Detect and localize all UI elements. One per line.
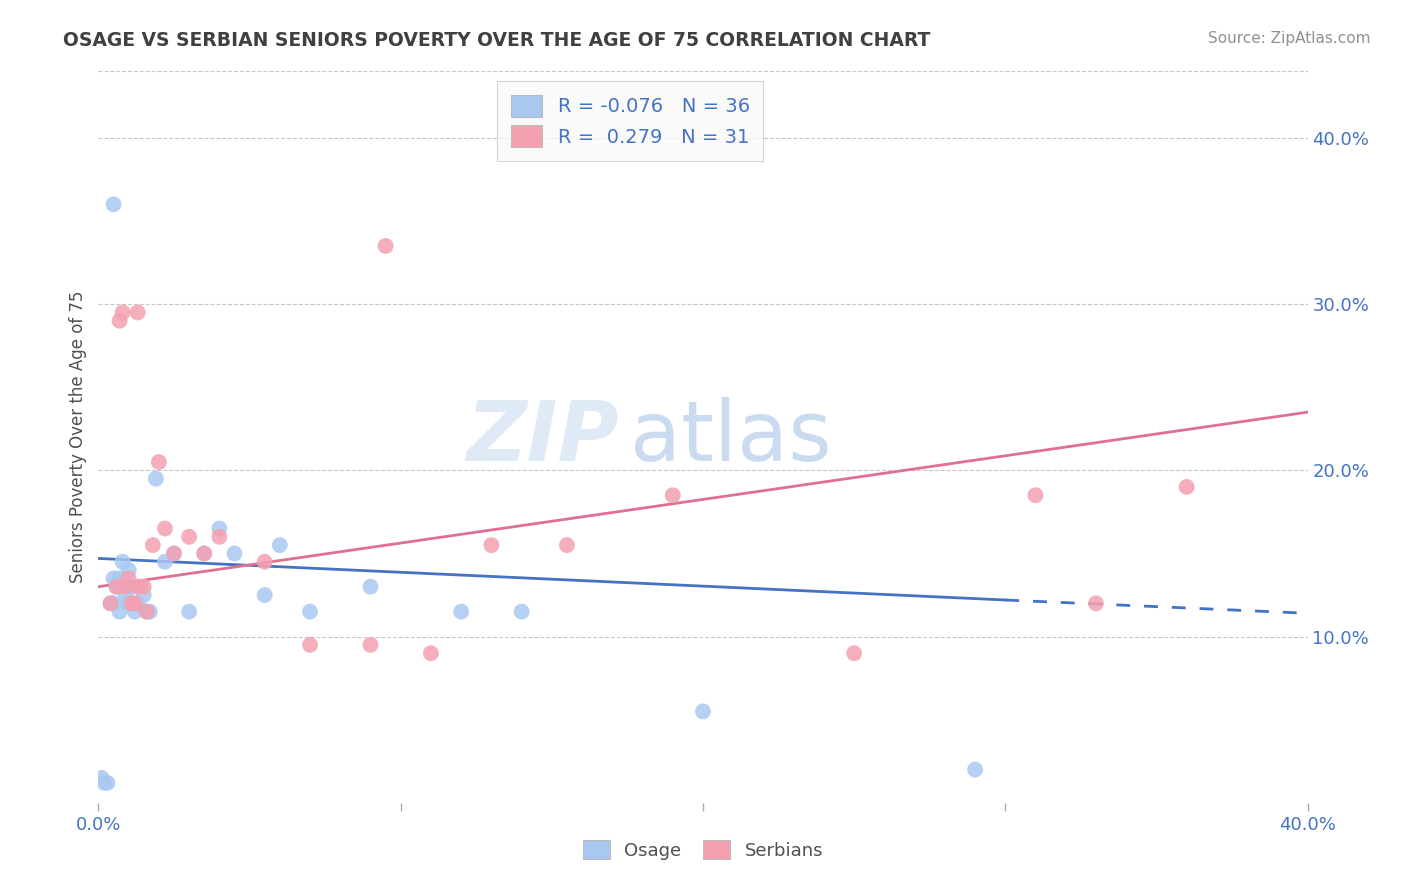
Point bbox=[103, 571, 125, 585]
Point bbox=[108, 314, 131, 328]
Point bbox=[105, 580, 128, 594]
Text: atlas: atlas bbox=[630, 397, 832, 477]
Point bbox=[127, 596, 149, 610]
Point bbox=[179, 530, 201, 544]
Point bbox=[1085, 596, 1108, 610]
Point bbox=[148, 455, 170, 469]
Point bbox=[103, 596, 125, 610]
Point bbox=[965, 763, 987, 777]
Point bbox=[121, 580, 143, 594]
Point bbox=[179, 605, 201, 619]
Point bbox=[114, 588, 136, 602]
Point bbox=[844, 646, 866, 660]
Point bbox=[114, 580, 136, 594]
Point bbox=[253, 555, 276, 569]
Point bbox=[299, 638, 322, 652]
Point bbox=[193, 546, 215, 560]
Text: ZIP: ZIP bbox=[465, 397, 619, 477]
Point bbox=[100, 596, 122, 610]
Point bbox=[208, 530, 231, 544]
Point bbox=[105, 580, 128, 594]
Point bbox=[121, 596, 143, 610]
Point bbox=[555, 538, 578, 552]
Point bbox=[132, 580, 155, 594]
Legend: Osage, Serbians: Osage, Serbians bbox=[575, 833, 831, 867]
Point bbox=[100, 596, 122, 610]
Point bbox=[420, 646, 443, 660]
Point bbox=[360, 638, 382, 652]
Point bbox=[96, 776, 118, 790]
Text: Source: ZipAtlas.com: Source: ZipAtlas.com bbox=[1208, 31, 1371, 46]
Point bbox=[135, 605, 157, 619]
Point bbox=[103, 197, 125, 211]
Point bbox=[118, 596, 141, 610]
Point bbox=[129, 580, 152, 594]
Point bbox=[163, 546, 186, 560]
Point bbox=[142, 538, 165, 552]
Y-axis label: Seniors Poverty Over the Age of 75: Seniors Poverty Over the Age of 75 bbox=[69, 291, 87, 583]
Point bbox=[108, 605, 131, 619]
Point bbox=[118, 571, 141, 585]
Point bbox=[153, 521, 176, 535]
Point bbox=[163, 546, 186, 560]
Point bbox=[132, 588, 155, 602]
Point bbox=[127, 580, 149, 594]
Point bbox=[253, 588, 276, 602]
Point bbox=[124, 596, 146, 610]
Point bbox=[90, 771, 112, 785]
Point bbox=[135, 605, 157, 619]
Point bbox=[299, 605, 322, 619]
Point bbox=[1024, 488, 1046, 502]
Text: OSAGE VS SERBIAN SENIORS POVERTY OVER THE AGE OF 75 CORRELATION CHART: OSAGE VS SERBIAN SENIORS POVERTY OVER TH… bbox=[63, 31, 931, 50]
Point bbox=[108, 571, 131, 585]
Point bbox=[224, 546, 246, 560]
Point bbox=[111, 305, 134, 319]
Point bbox=[692, 705, 714, 719]
Point bbox=[111, 555, 134, 569]
Point bbox=[93, 776, 115, 790]
Point bbox=[481, 538, 503, 552]
Point bbox=[139, 605, 162, 619]
Point bbox=[360, 580, 382, 594]
Point bbox=[374, 239, 396, 253]
Point bbox=[127, 305, 149, 319]
Point bbox=[118, 563, 141, 577]
Point bbox=[208, 521, 231, 535]
Point bbox=[153, 555, 176, 569]
Point bbox=[661, 488, 683, 502]
Point bbox=[450, 605, 472, 619]
Point bbox=[193, 546, 215, 560]
Point bbox=[124, 605, 146, 619]
Point bbox=[1175, 480, 1198, 494]
Point bbox=[145, 472, 167, 486]
Point bbox=[510, 605, 533, 619]
Point bbox=[269, 538, 291, 552]
